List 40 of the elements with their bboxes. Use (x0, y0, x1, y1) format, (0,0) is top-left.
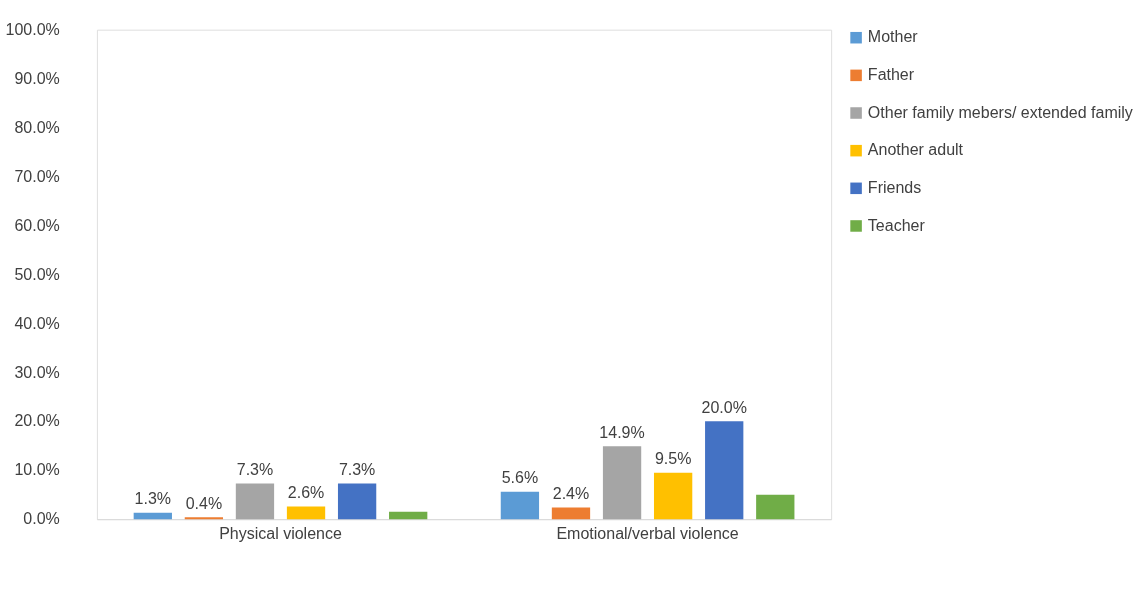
data-label: 7.3% (236, 460, 274, 478)
bar (133, 512, 172, 520)
x-tick-label: Emotional/verbal violence (556, 525, 739, 543)
bar (500, 491, 540, 520)
data-label: 5.6% (501, 469, 539, 487)
y-tick-label: 30.0% (14, 363, 60, 381)
y-tick-label: 80.0% (14, 118, 60, 136)
legend-label: Mother (867, 28, 919, 46)
data-label: 0.4% (185, 494, 223, 512)
data-label: 20.0% (701, 398, 747, 416)
bar (551, 507, 591, 520)
bar (653, 472, 693, 520)
y-tick-label: 90.0% (14, 69, 60, 87)
data-label: 9.5% (654, 450, 692, 468)
data-label: 7.3% (338, 460, 376, 478)
y-tick-label: 60.0% (14, 216, 60, 234)
bar (756, 494, 795, 520)
x-tick-label: Physical violence (219, 525, 342, 543)
y-tick-label: 10.0% (14, 461, 60, 479)
y-tick-label: 20.0% (14, 412, 60, 430)
bar (389, 511, 428, 520)
legend-label: Other family mebers/ extended family (867, 103, 1133, 121)
data-label: 2.6% (287, 483, 325, 501)
y-tick-label: 0.0% (23, 510, 60, 528)
data-label: 2.4% (552, 484, 590, 502)
legend-label: Friends (867, 179, 922, 197)
legend-label: Another adult (867, 141, 964, 159)
y-tick-label: 50.0% (14, 265, 60, 283)
y-tick-label: 100.0% (5, 20, 60, 38)
bar (286, 506, 326, 520)
data-label: 14.9% (599, 423, 645, 441)
y-tick-label: 40.0% (14, 314, 60, 332)
bar (337, 483, 377, 520)
legend-label: Teacher (867, 216, 926, 234)
bar (602, 446, 642, 520)
bar (705, 421, 744, 520)
data-label: 1.3% (134, 490, 172, 508)
y-tick-label: 70.0% (14, 167, 60, 185)
bar (235, 483, 275, 520)
legend-label: Father (867, 66, 915, 84)
